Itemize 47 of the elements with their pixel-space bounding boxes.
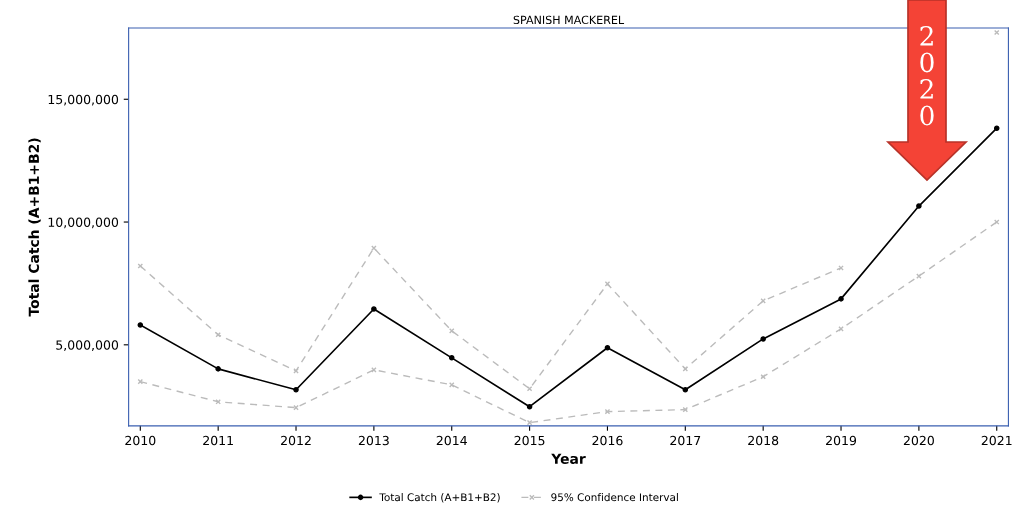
y-axis-title: Total Catch (A+B1+B2): [28, 138, 41, 317]
point: [371, 306, 377, 312]
chart-title: SPANISH MACKEREL: [513, 15, 625, 25]
y-tick-label: 5,000,000: [56, 340, 119, 352]
x-tick-label: 2016: [592, 435, 623, 446]
y-tick-label: 10,000,000: [48, 217, 119, 229]
x-tick-label: 2010: [125, 435, 156, 446]
point: [137, 322, 144, 328]
point: [371, 245, 377, 251]
x-tick-label: 2021: [981, 435, 1012, 446]
point: [293, 368, 299, 374]
x-tick-label: 2019: [826, 435, 857, 446]
point: [526, 403, 533, 410]
x-tick-label: 2017: [670, 435, 701, 446]
x-tick-label: 2014: [436, 435, 467, 446]
point: [682, 386, 689, 393]
x-tick-label: 2020: [903, 435, 934, 446]
point: [838, 326, 844, 332]
point: [448, 382, 455, 388]
point: [838, 265, 844, 271]
point: [448, 328, 455, 334]
x-tick-label: 2013: [358, 435, 389, 446]
point: [526, 419, 533, 426]
legend-label: 95% Confidence Interval: [551, 493, 678, 502]
point: [682, 406, 689, 413]
point: [993, 125, 1000, 132]
x-axis-title: Year: [551, 453, 586, 464]
point: [293, 386, 299, 393]
point: [838, 296, 844, 302]
x-tick-label: 2018: [748, 435, 779, 446]
y-tick-label: 15,000,000: [48, 94, 119, 106]
x-tick-label: 2015: [514, 435, 545, 446]
point: [215, 399, 221, 405]
point: [916, 203, 922, 209]
point: [760, 336, 766, 342]
x-tick-label: 2011: [203, 435, 233, 446]
point: [604, 408, 611, 415]
point: [760, 373, 766, 380]
point: [137, 378, 144, 385]
x-tick-label: 2012: [281, 435, 311, 446]
point: [604, 344, 611, 351]
point: [448, 355, 455, 361]
point: [916, 273, 922, 279]
point: [215, 331, 221, 338]
legend-label: Total Catch (A+B1+B2): [379, 493, 500, 503]
annotation: 2 0 2 0: [920, 25, 934, 126]
point: [215, 366, 221, 372]
